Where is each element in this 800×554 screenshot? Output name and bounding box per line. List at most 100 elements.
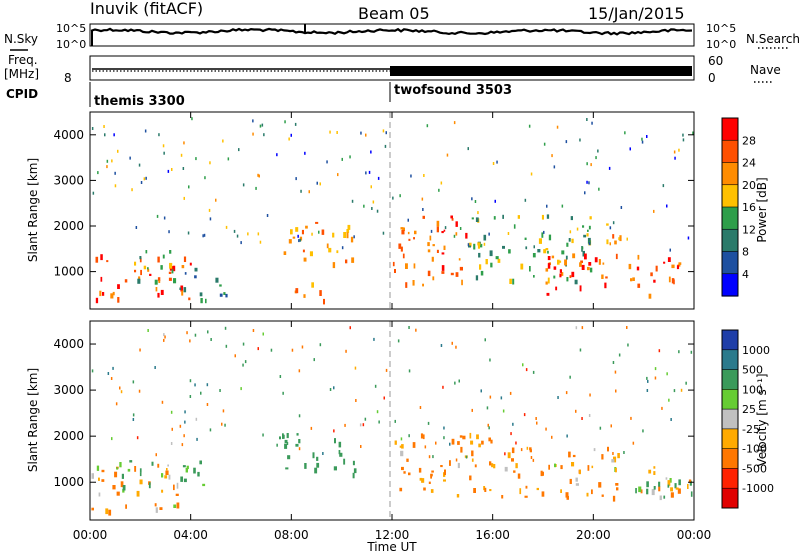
data-cell [222,409,225,413]
nsky-trace [90,27,693,36]
x-tick-labels: 00:00 04:00 08:00 12:00 16:00 20:00 00:00 [73,528,712,542]
velocity-y-ticks: 1000 2000 3000 4000 [53,337,694,489]
data-cell [483,486,486,491]
data-cell [124,279,128,283]
data-cell [565,140,568,144]
data-cell [157,463,160,468]
data-cell [426,124,429,128]
data-cell [648,469,652,474]
data-cell [690,491,693,497]
cpid-mode-2: twofsound 3503 [394,83,512,98]
data-cell [100,254,103,261]
y-tick-label: 2000 [53,219,84,233]
data-cell [140,181,143,184]
data-cell [283,251,287,255]
data-cell [202,234,204,238]
data-cell [458,258,461,261]
data-cell [530,172,533,176]
data-cell [352,460,355,466]
data-cell [569,375,571,379]
data-cell [537,249,541,253]
data-cell [412,442,416,448]
colorbar-frame [721,329,739,509]
colorbar-segment [722,330,738,351]
data-cell [615,483,619,486]
data-cell [658,349,661,353]
data-cell [408,472,411,476]
data-cell [112,485,116,490]
data-cell [489,358,491,362]
data-cell [288,137,290,141]
data-cell [316,181,318,185]
data-cell [160,289,164,295]
data-cell [208,208,211,212]
data-cell [321,229,325,235]
data-cell [294,122,297,126]
data-cell [579,348,582,352]
data-cell [529,449,532,453]
data-cell [435,441,437,445]
data-cell [588,262,592,266]
data-cell [564,259,567,266]
data-cell [295,288,299,294]
data-cell [612,495,616,502]
data-cell [121,473,124,479]
data-cell [465,455,468,459]
data-cell [244,360,247,364]
data-cell [523,413,526,417]
data-cell [189,262,192,266]
data-cell [168,277,172,281]
data-cell [663,495,666,499]
data-cell [545,281,548,285]
data-cell [334,438,336,444]
nsky-panel-frame [89,23,695,47]
data-cell [157,256,160,263]
data-cell [546,204,548,208]
data-cell [479,243,483,248]
data-cell [137,278,141,284]
data-cell [252,132,254,136]
data-cell [646,481,649,488]
data-cell [557,259,560,265]
data-cell [199,292,203,297]
data-cell [486,406,489,410]
data-cell [468,242,472,247]
data-cell [490,439,493,444]
data-cell [489,250,493,257]
data-cell [287,455,291,460]
data-cell [311,232,313,236]
data-cell [155,287,158,292]
data-cell [156,214,159,218]
data-cell [188,297,191,301]
data-cell [491,463,494,468]
data-cell [465,232,468,239]
data-cell [385,368,388,372]
data-cell [247,232,249,236]
data-cell [106,159,109,163]
data-cell [422,215,425,219]
data-cell [266,214,269,217]
data-cell [493,216,496,220]
data-cell [589,216,592,220]
data-cell [236,234,239,238]
data-cell [422,208,424,211]
data-cell [286,442,289,445]
data-cell [475,275,479,281]
y-tick-label: 3000 [53,173,84,187]
data-cell [624,131,626,135]
data-cell [495,256,499,260]
data-cell [488,426,490,430]
data-cell [680,388,683,392]
data-cell [131,188,133,192]
data-cell [477,242,481,246]
data-cell [670,487,673,492]
data-cell [276,443,278,447]
data-cell [259,240,262,244]
data-cell [117,284,120,289]
data-cell [458,379,460,383]
data-cell [402,227,405,231]
data-cell [339,452,343,457]
data-cell [520,263,524,270]
data-cell [658,481,661,487]
data-cell [618,237,620,241]
